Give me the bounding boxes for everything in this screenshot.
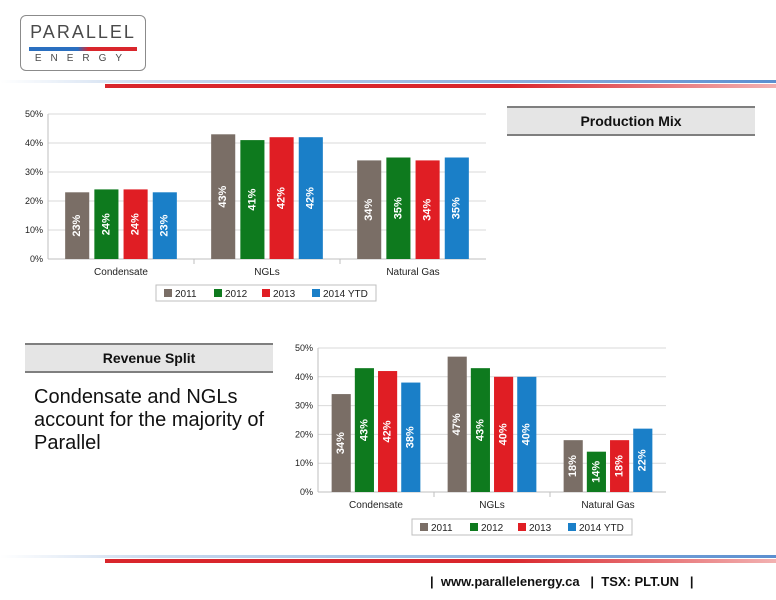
production-data-label: 41%	[246, 188, 258, 210]
production-bar	[386, 157, 411, 259]
production-bar	[123, 189, 148, 259]
revenue-data-label: 43%	[474, 419, 486, 441]
revenue-bar	[610, 440, 630, 492]
revenue-legend-label: 2013	[529, 523, 552, 534]
revenue-data-label: 14%	[590, 461, 602, 483]
footer-line-blue	[0, 555, 776, 558]
production-bar	[269, 137, 294, 259]
revenue-split-label: Revenue Split	[25, 343, 273, 373]
revenue-data-label: 40%	[498, 423, 510, 445]
revenue-data-label: 47%	[451, 413, 463, 435]
production-bar	[444, 157, 469, 259]
production-data-label: 42%	[305, 187, 317, 209]
production-x-tick-label: Natural Gas	[386, 267, 439, 278]
production-mix-label: Production Mix	[507, 106, 755, 136]
revenue-legend-label: 2012	[481, 523, 504, 534]
production-legend-label: 2013	[273, 289, 296, 300]
revenue-bar	[331, 394, 351, 492]
footer-contact: | www.parallelenergy.ca | TSX: PLT.UN |	[430, 574, 694, 589]
revenue-split-title: Revenue Split	[102, 350, 196, 366]
production-bar	[240, 140, 265, 259]
production-data-label: 42%	[276, 187, 288, 209]
revenue-y-tick-label: 0%	[300, 487, 313, 497]
revenue-bar	[586, 451, 606, 492]
production-y-tick-label: 0%	[30, 254, 43, 264]
production-legend-swatch	[164, 289, 172, 297]
production-data-label: 23%	[159, 214, 171, 236]
revenue-data-label: 40%	[521, 423, 533, 445]
production-data-label: 35%	[392, 197, 404, 219]
revenue-data-label: 18%	[567, 455, 579, 477]
production-legend-swatch	[312, 289, 320, 297]
revenue-data-label: 43%	[358, 419, 370, 441]
revenue-y-tick-label: 40%	[295, 372, 313, 382]
revenue-bar	[470, 368, 490, 492]
production-y-tick-label: 20%	[25, 196, 43, 206]
production-y-tick-label: 30%	[25, 167, 43, 177]
revenue-bar	[378, 371, 398, 492]
production-legend-swatch	[262, 289, 270, 297]
revenue-bar	[633, 428, 653, 492]
revenue-data-label: 38%	[405, 426, 417, 448]
revenue-y-tick-label: 30%	[295, 401, 313, 411]
revenue-y-tick-label: 50%	[295, 343, 313, 353]
production-bar	[357, 160, 382, 259]
revenue-data-label: 42%	[382, 420, 394, 442]
production-data-label: 24%	[130, 213, 142, 235]
production-mix-title: Production Mix	[580, 113, 682, 129]
production-bar	[65, 192, 90, 259]
production-y-tick-label: 40%	[25, 138, 43, 148]
revenue-data-label: 34%	[335, 432, 347, 454]
production-data-label: 34%	[422, 198, 434, 220]
revenue-legend-swatch	[470, 523, 478, 531]
revenue-data-label: 22%	[637, 449, 649, 471]
revenue-bar	[517, 376, 537, 492]
production-bar	[298, 137, 323, 259]
production-bar	[152, 192, 177, 259]
production-data-label: 34%	[363, 198, 375, 220]
production-bar	[415, 160, 440, 259]
production-bar	[94, 189, 119, 259]
production-data-label: 23%	[71, 214, 83, 236]
revenue-x-tick-label: Natural Gas	[581, 500, 634, 511]
production-legend-label: 2014 YTD	[323, 289, 368, 300]
revenue-x-tick-label: Condensate	[349, 500, 403, 511]
revenue-legend-label: 2014 YTD	[579, 523, 624, 534]
revenue-bar	[494, 376, 514, 492]
production-bar	[211, 134, 236, 259]
production-x-tick-label: Condensate	[94, 267, 148, 278]
revenue-split-chart: 0% 10% 20% 30% 40% 50% 34% 43% 42% 38% Condensate 4…	[295, 343, 666, 536]
revenue-y-tick-label: 20%	[295, 429, 313, 439]
revenue-x-tick-label: NGLs	[479, 500, 505, 511]
revenue-bar	[447, 356, 467, 492]
revenue-data-label: 18%	[614, 455, 626, 477]
production-mix-chart: 0% 10% 20% 30% 40% 50% 23% 24% 24% 23% Condensate 4…	[25, 109, 486, 302]
production-legend-swatch	[214, 289, 222, 297]
revenue-legend-swatch	[420, 523, 428, 531]
logo-name-bottom: ENERGY	[34, 53, 132, 64]
production-y-tick-label: 50%	[25, 109, 43, 119]
header-line-red	[105, 84, 776, 88]
production-data-label: 24%	[100, 213, 112, 235]
revenue-legend-swatch	[518, 523, 526, 531]
revenue-legend-label: 2011	[431, 523, 453, 534]
revenue-bar	[563, 440, 583, 492]
summary-text: Condensate and NGLs account for the majo…	[34, 386, 265, 454]
revenue-legend-swatch	[568, 523, 576, 531]
logo-name-top: PARALLEL	[30, 22, 136, 42]
production-legend-label: 2011	[175, 289, 197, 300]
header-line-blue	[0, 80, 776, 83]
production-y-tick-label: 10%	[25, 225, 43, 235]
production-x-tick-label: NGLs	[254, 267, 280, 278]
revenue-bar	[401, 382, 421, 492]
production-legend-label: 2012	[225, 289, 248, 300]
revenue-y-tick-label: 10%	[295, 458, 313, 468]
logo-stripe	[29, 47, 137, 51]
footer-line-red	[105, 559, 776, 563]
production-data-label: 43%	[217, 185, 229, 207]
revenue-bar	[354, 368, 374, 492]
production-data-label: 35%	[451, 197, 463, 219]
company-logo: PARALLEL ENERGY	[20, 15, 146, 71]
